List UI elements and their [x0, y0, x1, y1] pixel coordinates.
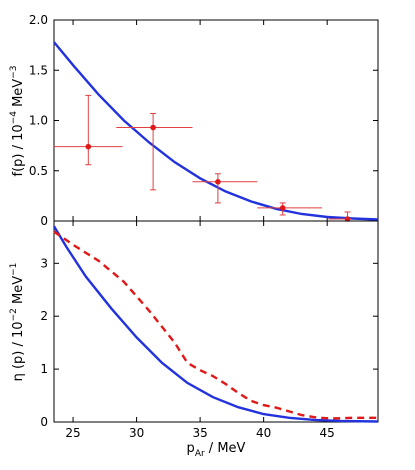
data-point: [279, 205, 286, 211]
top-y-tick-label: 1.5: [29, 63, 48, 77]
bottom-y-label-unit-sup: −1: [9, 263, 19, 276]
x-tick-label: 35: [192, 426, 207, 440]
top-y-label-unit: MeV: [11, 79, 26, 111]
top-curves: [53, 41, 379, 221]
bottom-y-tick-label: 0: [40, 415, 48, 429]
bottom-y-axis-label: η (p) / 10−2 MeV−1: [9, 263, 26, 382]
top-y-label-main: f(p) / 10: [11, 124, 26, 176]
top-y-tick-label: 0: [40, 214, 48, 228]
bottom-series-line-1: [53, 230, 378, 420]
x-label-unit: / MeV: [205, 441, 246, 456]
bottom-series-line-0: [52, 225, 379, 423]
top-plot-frame: [53, 19, 379, 222]
bottom-y-tick-label: 2: [40, 309, 48, 323]
bottom-y-label-main: η (p) / 10: [11, 321, 26, 381]
x-tick-label: 45: [320, 426, 335, 440]
bottom-y-tick-label: 1: [40, 362, 48, 376]
data-point: [215, 179, 221, 185]
bottom-y-tick-label: 3: [40, 256, 48, 270]
bottom-plot-frame: [53, 220, 379, 423]
top-y-tick-label: 2.0: [29, 13, 48, 27]
x-label-sub: Ar: [195, 449, 205, 459]
top-y-label-sup: −4: [9, 111, 19, 125]
top-y-tick-label: 1.0: [29, 114, 48, 128]
data-point: [85, 143, 92, 150]
top-ticks: 0 0.5 1.0 1.5 2.0: [29, 13, 378, 228]
top-y-label-unit-sup: −3: [9, 66, 19, 79]
bottom-y-label-unit: MeV: [11, 276, 26, 308]
top-series-line-1: [53, 41, 379, 221]
top-panel: 0 0.5 1.0 1.5 2.0 f(p) / 10−4 MeV−3: [9, 13, 379, 228]
x-tick-label: 25: [65, 426, 80, 440]
x-tick-label: 30: [129, 426, 144, 440]
x-tick-label: 40: [256, 426, 271, 440]
x-label-main: p: [187, 441, 195, 456]
bottom-curves: [52, 225, 379, 423]
top-points: [54, 94, 352, 222]
data-point: [344, 216, 351, 222]
x-axis-label: pAr / MeV: [187, 441, 246, 459]
data-point: [150, 124, 156, 131]
bottom-y-label-sup: −2: [9, 308, 19, 321]
top-y-tick-label: 0.5: [29, 164, 48, 178]
bottom-panel: 0 1 2 3 25 30 35 40 45 η (p) / 10−2 MeV−1 pAr / …: [9, 220, 379, 459]
bottom-ticks: 0 1 2 3 25 30 35 40 45: [40, 221, 378, 440]
top-y-axis-label: f(p) / 10−4 MeV−3: [9, 66, 26, 177]
